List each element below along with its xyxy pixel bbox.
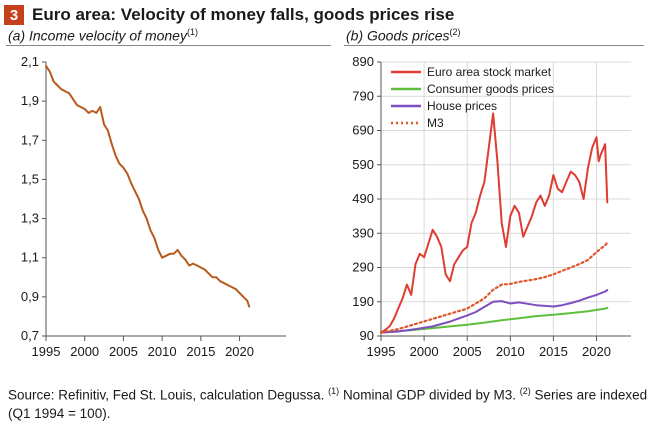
panel-b-y-tick-label-1: 790: [352, 88, 374, 103]
panel-b-y-tick-label-0: 890: [352, 54, 374, 69]
panel-b-y-tick-label-6: 290: [352, 260, 374, 275]
figure-header: 3 Euro area: Velocity of money falls, go…: [4, 4, 454, 26]
panel-b-title-text: (b) Goods prices: [346, 27, 450, 44]
note2-text: Series are indexed (Q1 1994 = 100).: [8, 387, 648, 421]
panel-b-x-tick-label-5: 2020: [582, 344, 611, 359]
panel-b-legend-label-2: House prices: [427, 99, 497, 113]
panel-a-rule: [6, 45, 331, 46]
panel-b-title: (b) Goods prices(2): [346, 27, 460, 44]
source-text: Source: Refinitiv, Fed St. Louis, calcul…: [8, 387, 325, 403]
panel-a-y-tick-label-2: 1,7: [21, 132, 39, 147]
panel-b-rule: [344, 45, 644, 46]
panel-a-y-tick-label-0: 2,1: [21, 54, 39, 69]
panel-a-x-tick-label-1: 2000: [70, 344, 99, 359]
panel-a-y-tick-label-4: 1,3: [21, 211, 39, 226]
panel-a-y-tick-label-7: 0,7: [21, 328, 39, 343]
panel-a-title: (a) Income velocity of money(1): [8, 27, 198, 44]
figure-number-badge: 3: [4, 5, 24, 25]
panel-a-x-tick-label-0: 1995: [32, 344, 61, 359]
note2-mark: (2): [519, 386, 531, 396]
panel-b-y-tick-label-4: 490: [352, 191, 374, 206]
panel-b-legend-label-3: M3: [427, 116, 444, 130]
panel-a-x-tick-label-4: 2015: [186, 344, 215, 359]
panel-b-x-tick-label-3: 2010: [496, 344, 525, 359]
panel-a-y-tick-label-5: 1,1: [21, 250, 39, 265]
panel-b-y-tick-label-8: 90: [360, 328, 374, 343]
source-note: Source: Refinitiv, Fed St. Louis, calcul…: [8, 382, 648, 423]
panel-a-y-tick-label-1: 1,9: [21, 93, 39, 108]
panel-a-y-tick-label-6: 0,9: [21, 289, 39, 304]
panel-a-title-text: (a) Income velocity of money: [8, 27, 187, 44]
panel-a-x-tick-label-5: 2020: [225, 344, 254, 359]
panel-b-series-line-1: [380, 306, 609, 334]
panel-a-series-line-0: [45, 64, 251, 308]
figure-title: Euro area: Velocity of money falls, good…: [32, 5, 455, 24]
panel-b-x-tick-label-4: 2015: [539, 344, 568, 359]
panel-b-title-mark: (2): [449, 27, 461, 37]
panel-a-x-tick-label-2: 2005: [109, 344, 138, 359]
panel-b-y-tick-label-3: 590: [352, 157, 374, 172]
note1-mark: (1): [328, 386, 340, 396]
panel-a-x-tick-label-3: 2010: [148, 344, 177, 359]
panel-b-legend-label-1: Consumer goods prices: [427, 82, 554, 96]
panel-a-y-tick-label-3: 1,5: [21, 171, 39, 186]
panel-a-title-mark: (1): [186, 27, 198, 37]
note1-text: Nominal GDP divided by M3.: [342, 387, 517, 403]
panel-b-series-line-0: [380, 112, 609, 334]
panel-b-x-tick-label-2: 2005: [453, 344, 482, 359]
panel-b-y-tick-label-2: 690: [352, 123, 374, 138]
panel-b-y-tick-label-7: 190: [352, 294, 374, 309]
panel-b-series-line-3: [379, 241, 609, 334]
panel-b-y-tick-label-5: 390: [352, 225, 374, 240]
panel-b-legend-label-0: Euro area stock market: [427, 65, 552, 79]
panel-b-x-tick-label-0: 1995: [367, 344, 396, 359]
panel-b-series-line-2: [380, 289, 609, 334]
panel-b-x-tick-label-1: 2000: [410, 344, 439, 359]
